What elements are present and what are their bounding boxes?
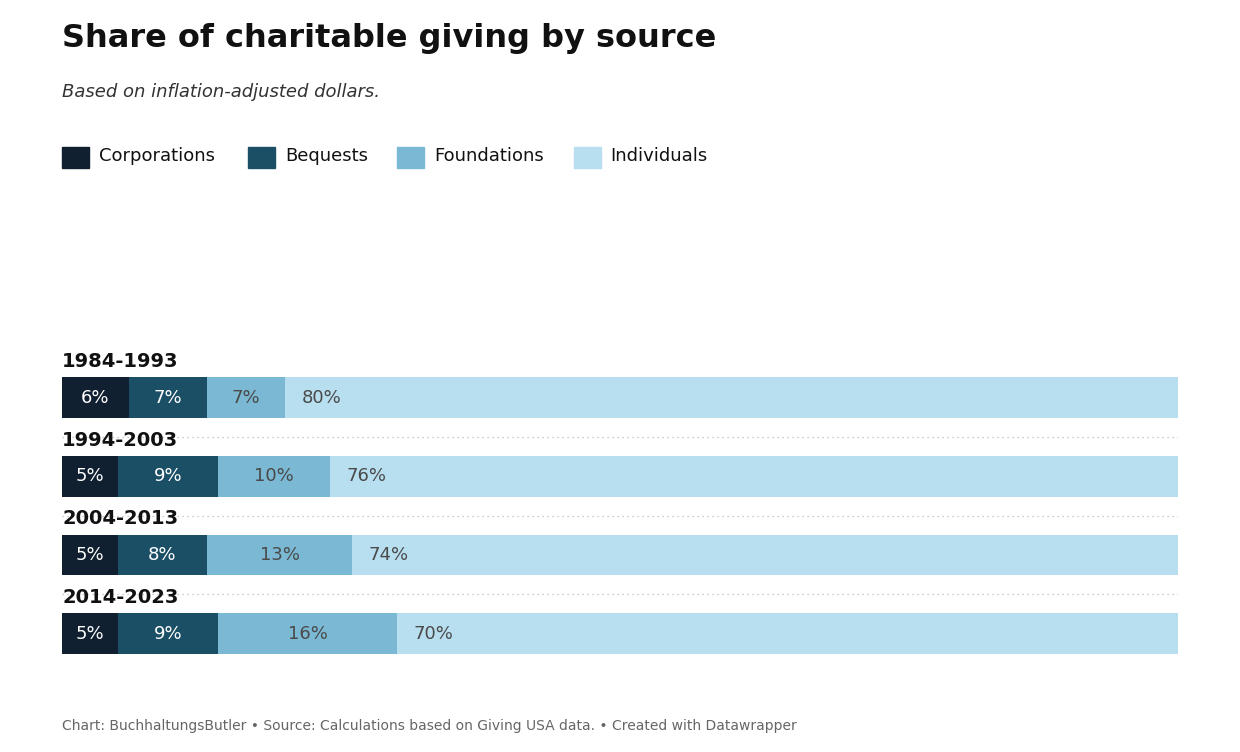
Bar	[118, 456, 218, 497]
Bar	[62, 456, 118, 497]
Text: 70%: 70%	[414, 625, 454, 642]
Text: 2014-2023: 2014-2023	[62, 588, 179, 607]
Bar	[62, 535, 118, 575]
Text: Individuals: Individuals	[611, 147, 708, 165]
Text: 13%: 13%	[259, 546, 300, 564]
Text: 9%: 9%	[154, 625, 182, 642]
Bar	[397, 613, 1178, 654]
Bar	[218, 613, 397, 654]
Text: 74%: 74%	[370, 546, 409, 564]
Bar	[207, 535, 352, 575]
Bar	[118, 535, 207, 575]
Bar	[118, 613, 218, 654]
Text: Bequests: Bequests	[285, 147, 368, 165]
Text: 6%: 6%	[82, 389, 109, 407]
Text: 1994-2003: 1994-2003	[62, 431, 179, 450]
Text: Foundations: Foundations	[434, 147, 544, 165]
Bar	[129, 378, 207, 418]
Bar	[62, 378, 129, 418]
Text: Chart: BuchhaltungsButler • Source: Calculations based on Giving USA data. • Cre: Chart: BuchhaltungsButler • Source: Calc…	[62, 719, 797, 733]
Text: 80%: 80%	[303, 389, 342, 407]
Bar	[207, 378, 285, 418]
Text: 16%: 16%	[288, 625, 327, 642]
Text: Share of charitable giving by source: Share of charitable giving by source	[62, 23, 717, 53]
Text: 2004-2013: 2004-2013	[62, 509, 179, 528]
Text: 5%: 5%	[76, 546, 104, 564]
Bar	[285, 378, 1178, 418]
Text: 1984-1993: 1984-1993	[62, 352, 179, 371]
Text: 5%: 5%	[76, 467, 104, 485]
Bar	[62, 613, 118, 654]
Text: 7%: 7%	[154, 389, 182, 407]
Text: 8%: 8%	[149, 546, 176, 564]
Bar	[352, 535, 1178, 575]
Text: 9%: 9%	[154, 467, 182, 485]
Text: Corporations: Corporations	[99, 147, 216, 165]
Text: Based on inflation-adjusted dollars.: Based on inflation-adjusted dollars.	[62, 83, 379, 101]
Text: 5%: 5%	[76, 625, 104, 642]
Text: 76%: 76%	[346, 467, 387, 485]
Bar	[330, 456, 1178, 497]
Text: 7%: 7%	[232, 389, 260, 407]
Bar	[218, 456, 330, 497]
Text: 10%: 10%	[254, 467, 294, 485]
